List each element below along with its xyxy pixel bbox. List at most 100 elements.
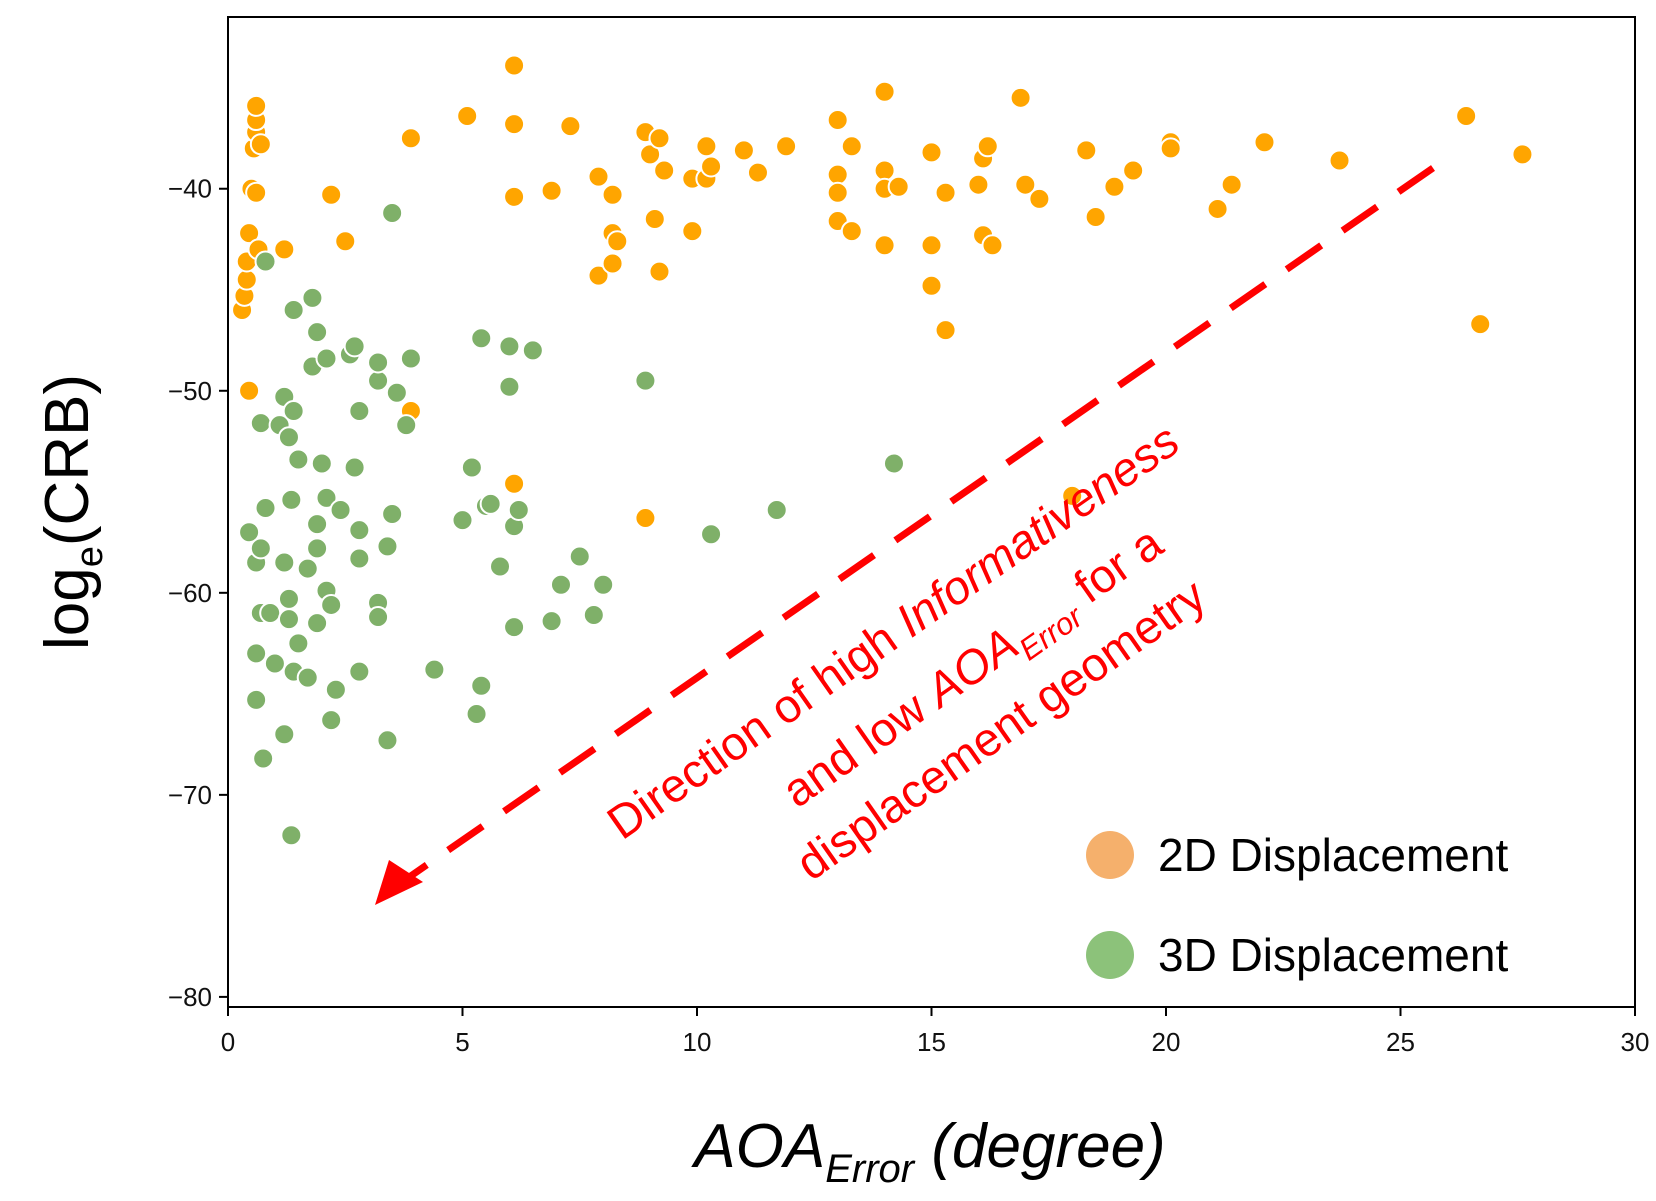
point-2d-displacement — [399, 127, 422, 150]
point-2d-displacement — [648, 127, 671, 150]
point-3d-displacement — [582, 604, 605, 627]
point-2d-displacement — [873, 80, 896, 103]
point-2d-displacement — [1028, 187, 1051, 210]
point-3d-displacement — [700, 523, 723, 546]
point-3d-displacement — [343, 335, 366, 358]
point-3d-displacement — [306, 537, 329, 560]
point-2d-displacement — [559, 115, 582, 138]
point-3d-displacement — [249, 412, 272, 435]
point-3d-displacement — [306, 513, 329, 536]
point-3d-displacement — [287, 632, 310, 655]
point-2d-displacement — [587, 264, 610, 287]
x-tick-label: 15 — [917, 1027, 946, 1057]
point-3d-displacement — [451, 509, 474, 532]
point-2d-displacement — [456, 105, 479, 127]
point-3d-displacement — [465, 703, 488, 726]
series-2d — [231, 54, 1534, 530]
legend-label-3d: 3D Displacement — [1158, 929, 1508, 981]
y-tick-label: −50 — [168, 376, 212, 406]
point-3d-displacement — [882, 452, 905, 475]
x-tick-label: 30 — [1621, 1027, 1650, 1057]
x-tick-label: 0 — [221, 1027, 235, 1057]
point-2d-displacement — [249, 133, 272, 156]
point-2d-displacement — [245, 94, 268, 117]
point-3d-displacement — [423, 658, 446, 681]
point-3d-displacement — [498, 335, 521, 358]
point-2d-displacement — [887, 175, 910, 198]
x-tick-label: 5 — [455, 1027, 469, 1057]
point-2d-displacement — [587, 165, 610, 188]
point-2d-displacement — [1511, 143, 1534, 166]
x-tick-label: 10 — [683, 1027, 712, 1057]
point-3d-displacement — [470, 674, 493, 697]
point-3d-displacement — [470, 327, 493, 350]
point-3d-displacement — [348, 399, 371, 422]
point-2d-displacement — [1469, 313, 1492, 336]
point-2d-displacement — [981, 234, 1004, 257]
x-axis-title: AOAError (degree) — [690, 1112, 1165, 1191]
point-2d-displacement — [245, 181, 268, 204]
y-tick-label: −80 — [168, 982, 212, 1012]
point-2d-displacement — [648, 260, 671, 283]
point-2d-displacement — [639, 143, 662, 166]
point-2d-displacement — [920, 141, 943, 164]
point-2d-displacement — [235, 268, 258, 291]
point-3d-displacement — [301, 286, 324, 309]
point-2d-displacement — [1206, 197, 1229, 220]
point-2d-displacement — [1084, 206, 1107, 229]
point-2d-displacement — [976, 135, 999, 158]
axis-ticks: 0 5 10 15 20 25 30 −80 −70 −60 −50 −40 — [168, 174, 1650, 1057]
point-3d-displacement — [592, 573, 615, 596]
legend-label-2d: 2D Displacement — [1158, 829, 1508, 881]
point-2d-displacement — [967, 173, 990, 196]
point-3d-displacement — [348, 519, 371, 542]
point-3d-displacement — [498, 375, 521, 398]
point-3d-displacement — [367, 606, 390, 629]
point-2d-displacement — [681, 220, 704, 243]
point-2d-displacement — [1061, 484, 1084, 507]
point-3d-displacement — [238, 521, 261, 544]
point-2d-displacement — [840, 220, 863, 243]
y-tick-label: −60 — [168, 578, 212, 608]
legend: 2D Displacement 3D Displacement — [1086, 829, 1508, 981]
point-2d-displacement — [273, 238, 296, 261]
point-3d-displacement — [282, 399, 305, 422]
point-3d-displacement — [489, 555, 512, 578]
point-2d-displacement — [873, 234, 896, 257]
point-3d-displacement — [521, 339, 544, 362]
point-3d-displacement — [282, 298, 305, 321]
point-3d-displacement — [280, 824, 303, 847]
point-2d-displacement — [934, 181, 957, 204]
point-3d-displacement — [320, 593, 343, 616]
point-2d-displacement — [873, 159, 896, 182]
point-3d-displacement — [254, 250, 277, 273]
point-2d-displacement — [695, 135, 718, 158]
point-2d-displacement — [601, 183, 624, 206]
point-3d-displacement — [399, 347, 422, 370]
direction-arrowhead — [375, 860, 423, 905]
point-2d-displacement — [320, 183, 343, 206]
point-3d-displacement — [367, 369, 390, 392]
point-3d-displacement — [252, 747, 275, 770]
point-3d-displacement — [245, 688, 268, 711]
point-3d-displacement — [287, 448, 310, 471]
point-2d-displacement — [1159, 137, 1182, 160]
point-2d-displacement — [1122, 159, 1145, 182]
point-3d-displacement — [765, 498, 788, 521]
point-2d-displacement — [643, 208, 666, 231]
point-3d-displacement — [460, 456, 483, 479]
point-2d-displacement — [934, 319, 957, 342]
point-2d-displacement — [503, 54, 526, 77]
point-3d-displacement — [249, 537, 272, 560]
point-2d-displacement — [840, 135, 863, 158]
point-2d-displacement — [746, 161, 769, 184]
point-3d-displacement — [385, 381, 408, 404]
point-3d-displacement — [348, 660, 371, 683]
point-2d-displacement — [634, 507, 657, 530]
point-3d-displacement — [395, 414, 418, 437]
direction-arrow — [375, 165, 1435, 905]
point-2d-displacement — [606, 230, 629, 253]
point-3d-displacement — [273, 723, 296, 746]
